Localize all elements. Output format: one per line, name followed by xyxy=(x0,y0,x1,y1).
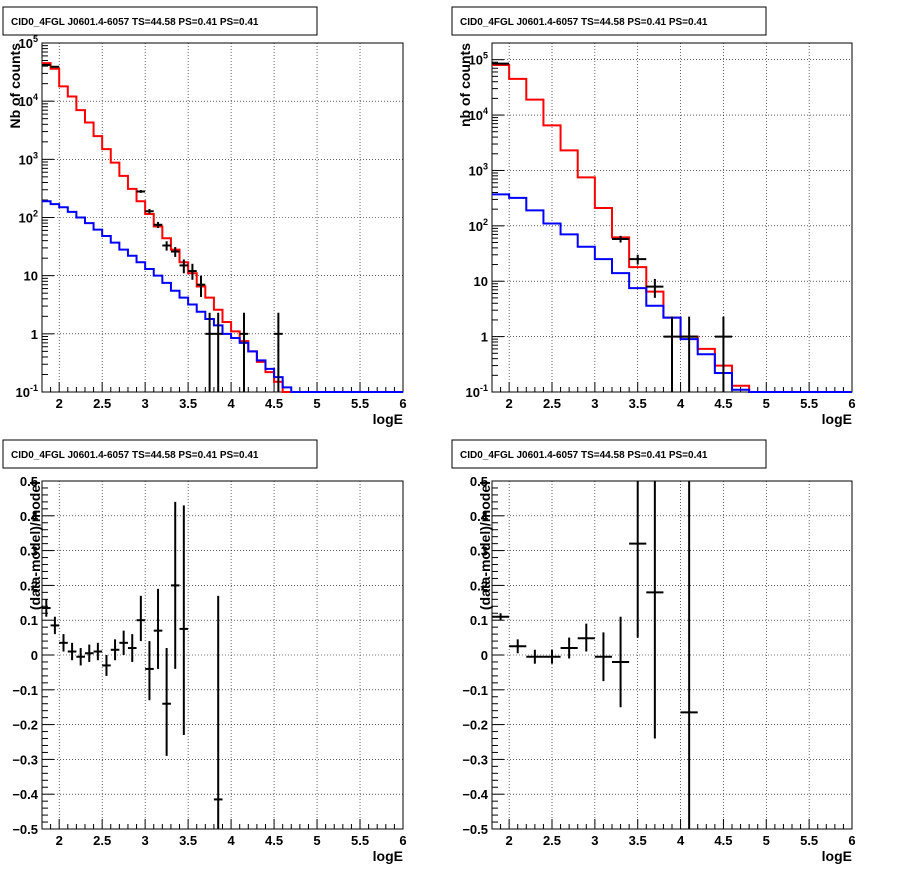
x-axis-label: logE xyxy=(373,411,403,427)
x-tick-label: 3 xyxy=(591,833,598,848)
y-axis-label: (data-model)/model xyxy=(27,481,43,610)
y-axis-label: nb of counts xyxy=(457,43,473,127)
x-tick-label: 2 xyxy=(506,833,513,848)
x-axis-label: logE xyxy=(373,848,403,864)
x-tick-label: 5.5 xyxy=(800,833,818,848)
x-tick-label: 3 xyxy=(142,396,149,411)
y-tick-label: −0.4 xyxy=(12,787,38,802)
y-tick-label: 102 xyxy=(469,217,488,234)
x-tick-label: 5.5 xyxy=(351,833,369,848)
x-axis-label: logE xyxy=(822,848,852,864)
x-tick-label: 5 xyxy=(313,833,320,848)
y-tick-label: 0.1 xyxy=(20,613,38,628)
x-tick-label: 3.5 xyxy=(629,396,647,411)
y-tick-label: 10 xyxy=(24,269,38,284)
chart-title: CID0_4FGL J0601.4-6057 TS=44.58 PS=0.41 … xyxy=(11,17,259,28)
y-axis-label: (data-model)/model xyxy=(477,481,493,610)
x-tick-label: 2.5 xyxy=(93,833,111,848)
chart-title: CID0_4FGL J0601.4-6057 TS=44.58 PS=0.41 … xyxy=(460,450,708,461)
x-tick-label: 4 xyxy=(677,833,685,848)
x-tick-label: 4.5 xyxy=(714,833,732,848)
x-tick-label: 6 xyxy=(399,396,406,411)
x-tick-label: 4.5 xyxy=(714,396,732,411)
chart-title: CID0_4FGL J0601.4-6057 TS=44.58 PS=0.41 … xyxy=(460,17,708,28)
x-tick-label: 2 xyxy=(506,396,513,411)
x-tick-label: 5 xyxy=(763,396,770,411)
chart-title: CID0_4FGL J0601.4-6057 TS=44.58 PS=0.41 … xyxy=(11,450,259,461)
y-tick-label: 0 xyxy=(481,648,488,663)
x-tick-label: 5.5 xyxy=(800,396,818,411)
y-tick-label: 1 xyxy=(31,327,38,342)
y-tick-label: 10 xyxy=(474,274,488,289)
x-tick-label: 2 xyxy=(56,396,63,411)
x-tick-label: 6 xyxy=(848,833,855,848)
y-tick-label: −0.3 xyxy=(462,752,488,767)
x-tick-label: 3 xyxy=(591,396,598,411)
y-tick-label: −0.5 xyxy=(462,822,488,837)
x-tick-label: 6 xyxy=(399,833,406,848)
x-tick-label: 5 xyxy=(313,396,320,411)
x-tick-label: 3.5 xyxy=(179,833,197,848)
x-tick-label: 3 xyxy=(142,833,149,848)
y-tick-label: 103 xyxy=(19,150,38,167)
x-tick-label: 6 xyxy=(848,396,855,411)
y-tick-label: −0.3 xyxy=(12,752,38,767)
x-tick-label: 3.5 xyxy=(179,396,197,411)
x-tick-label: 4 xyxy=(677,396,685,411)
x-tick-label: 5 xyxy=(763,833,770,848)
x-tick-label: 2 xyxy=(56,833,63,848)
x-tick-label: 4.5 xyxy=(265,396,283,411)
x-tick-label: 5.5 xyxy=(351,396,369,411)
x-tick-label: 4.5 xyxy=(265,833,283,848)
y-tick-label: 1 xyxy=(481,330,488,345)
x-tick-label: 2.5 xyxy=(543,396,561,411)
x-tick-label: 4 xyxy=(227,833,235,848)
x-axis-label: logE xyxy=(822,411,852,427)
x-tick-label: 3.5 xyxy=(629,833,647,848)
y-axis-label: Nb of counts xyxy=(7,43,23,129)
y-tick-label: −0.1 xyxy=(462,683,488,698)
y-tick-label: 102 xyxy=(19,209,38,226)
y-tick-label: −0.1 xyxy=(12,683,38,698)
y-tick-label: −0.5 xyxy=(12,822,38,837)
y-tick-label: 10-1 xyxy=(16,383,38,400)
y-tick-label: 103 xyxy=(469,161,488,178)
y-tick-label: 0.1 xyxy=(470,613,488,628)
x-tick-label: 2.5 xyxy=(93,396,111,411)
panel-4: 2 2.5 3 3.5 4 4.5 5 5.5 6 −0.5 −0.4 −0.3 −0.2 −0.1 0 0.… xyxy=(452,440,856,864)
y-tick-label: 0 xyxy=(31,648,38,663)
y-tick-label: 10-1 xyxy=(466,383,488,400)
y-tick-label: −0.2 xyxy=(12,718,38,733)
panel-3: 2 2.5 3 3.5 4 4.5 5 5.5 6 −0.5 −0.4 −0.3 −0.2 −0.1 0 0.… xyxy=(3,440,407,864)
y-tick-label: −0.4 xyxy=(462,787,488,802)
y-tick-label: −0.2 xyxy=(462,718,488,733)
x-tick-label: 2.5 xyxy=(543,833,561,848)
x-tick-label: 4 xyxy=(227,396,235,411)
